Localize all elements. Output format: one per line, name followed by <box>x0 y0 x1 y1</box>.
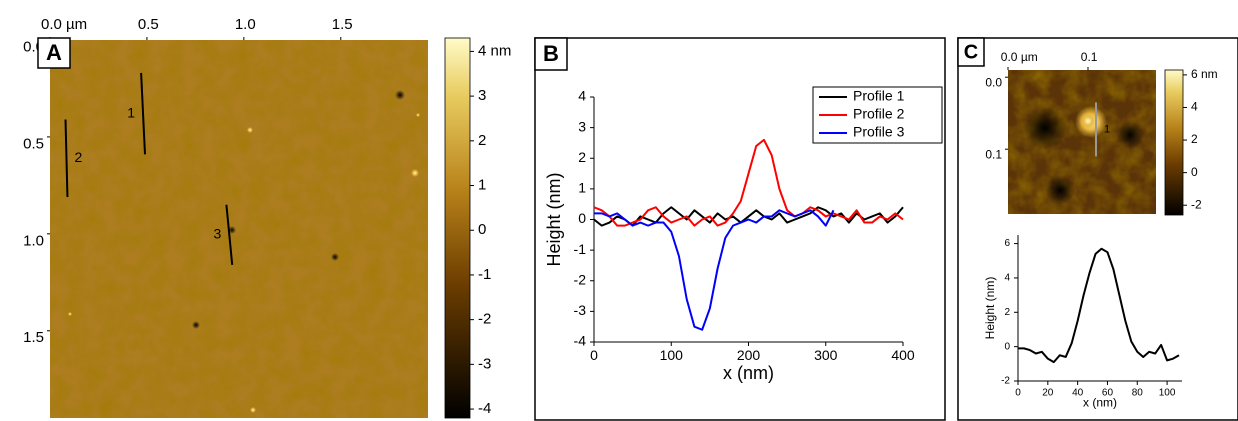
colorbar-tick-label: -3 <box>478 355 491 372</box>
colorbar-tick-label: 2 <box>478 132 486 149</box>
x-tick-label: 20 <box>1042 388 1054 399</box>
y-tick-label: 3 <box>578 118 586 134</box>
x-tick-label: 0 <box>1015 388 1021 399</box>
y-tick-label: 1.5 <box>23 329 44 346</box>
profile-line <box>225 204 234 265</box>
y-axis-label: Height (nm) <box>544 172 564 266</box>
colorbar <box>1164 69 1184 216</box>
profile-label: 1 <box>1104 123 1110 135</box>
y-tick-label: 1 <box>578 180 586 196</box>
y-tick-label: -3 <box>574 302 587 318</box>
x-axis-label: x (nm) <box>723 363 774 383</box>
colorbar-tick-label: 6 nm <box>1191 67 1218 81</box>
afm-pit <box>1045 175 1075 205</box>
x-tick-label: 200 <box>737 347 761 363</box>
x-tick-label: 0.1 <box>1081 50 1098 64</box>
colorbar-tick-label: -1 <box>478 266 491 283</box>
y-tick-label: 2 <box>578 149 586 165</box>
y-tick-label: 6 <box>1004 238 1010 249</box>
colorbar-tick-label: -4 <box>478 400 491 417</box>
afm-particle <box>68 312 72 316</box>
y-tick-label: -4 <box>574 333 587 349</box>
profile-label: 3 <box>214 226 222 242</box>
afm-particle <box>411 169 419 177</box>
colorbar-tick-label: 0 <box>478 221 486 238</box>
x-tick-label: 0.5 <box>138 16 159 33</box>
colorbar-tick-label: 0 <box>1191 165 1198 179</box>
colorbar-tick-label: -2 <box>1191 197 1202 211</box>
series-line <box>1018 247 1180 364</box>
x-tick-label: 0 <box>590 347 598 363</box>
colorbar-tick-label: 1 <box>478 176 486 193</box>
colorbar <box>444 37 471 419</box>
panel-label-box <box>957 37 985 67</box>
x-tick-label: 0.0 µm <box>41 16 87 33</box>
afm-pit <box>395 90 405 100</box>
x-tick-label: 60 <box>1102 388 1114 399</box>
series-line <box>593 206 904 227</box>
afm-pit <box>192 321 200 329</box>
afm-particle <box>1079 112 1097 130</box>
colorbar-tick-label: 4 nm <box>478 42 511 59</box>
y-tick-label: 4 <box>1004 273 1010 284</box>
panel-frame <box>534 37 946 421</box>
y-tick-label: 0.0 <box>985 75 1002 89</box>
afm-particle <box>247 127 253 133</box>
panel-label-box <box>37 37 71 69</box>
series-line <box>594 209 835 331</box>
series-line <box>593 138 904 227</box>
panel-label: B <box>543 41 559 66</box>
afm-pit <box>1023 106 1067 150</box>
x-tick-label: 0.0 µm <box>1001 50 1038 64</box>
afm-particle <box>416 113 420 117</box>
y-tick-label: 4 <box>578 88 586 104</box>
y-tick-label: -2 <box>1001 376 1010 387</box>
panel-label-box <box>534 37 568 71</box>
afm-pit <box>1116 121 1144 149</box>
y-tick-label: 0.1 <box>985 147 1002 161</box>
afm-texture <box>50 40 428 418</box>
y-tick-label: 0.5 <box>23 135 44 152</box>
afm-particle <box>250 407 256 413</box>
panel-frame <box>957 37 1238 421</box>
x-tick-label: 100 <box>1159 388 1176 399</box>
y-tick-label: 2 <box>1004 307 1010 318</box>
y-tick-label: -1 <box>574 241 587 257</box>
colorbar-tick-label: 4 <box>1191 100 1198 114</box>
y-tick-label: 0 <box>1004 341 1010 352</box>
colorbar-tick-label: 2 <box>1191 132 1198 146</box>
profile-label: 1 <box>127 104 135 120</box>
y-tick-label: -2 <box>574 271 587 287</box>
x-tick-label: 1.0 <box>235 16 256 33</box>
x-tick-label: 40 <box>1072 388 1084 399</box>
y-tick-label: 0 <box>578 210 586 226</box>
x-tick-label: 300 <box>814 347 838 363</box>
legend-label: Profile 3 <box>853 124 905 140</box>
x-axis-label: x (nm) <box>1083 396 1117 410</box>
afm-pit <box>331 253 339 261</box>
legend-label: Profile 1 <box>853 88 905 104</box>
colorbar-tick-label: 3 <box>478 87 486 104</box>
legend-label: Profile 2 <box>853 106 905 122</box>
panel-label: A <box>46 40 62 65</box>
x-tick-label: 80 <box>1132 388 1144 399</box>
panel-label: C <box>964 41 978 63</box>
x-tick-label: 1.5 <box>332 16 353 33</box>
y-axis-label: Height (nm) <box>983 277 997 340</box>
profile-line <box>140 72 146 155</box>
y-tick-label: 1.0 <box>23 232 44 249</box>
profile-line <box>64 119 69 198</box>
profile-label: 2 <box>74 149 82 165</box>
x-tick-label: 100 <box>660 347 684 363</box>
colorbar-tick-label: -2 <box>478 311 491 328</box>
x-tick-label: 400 <box>891 347 915 363</box>
